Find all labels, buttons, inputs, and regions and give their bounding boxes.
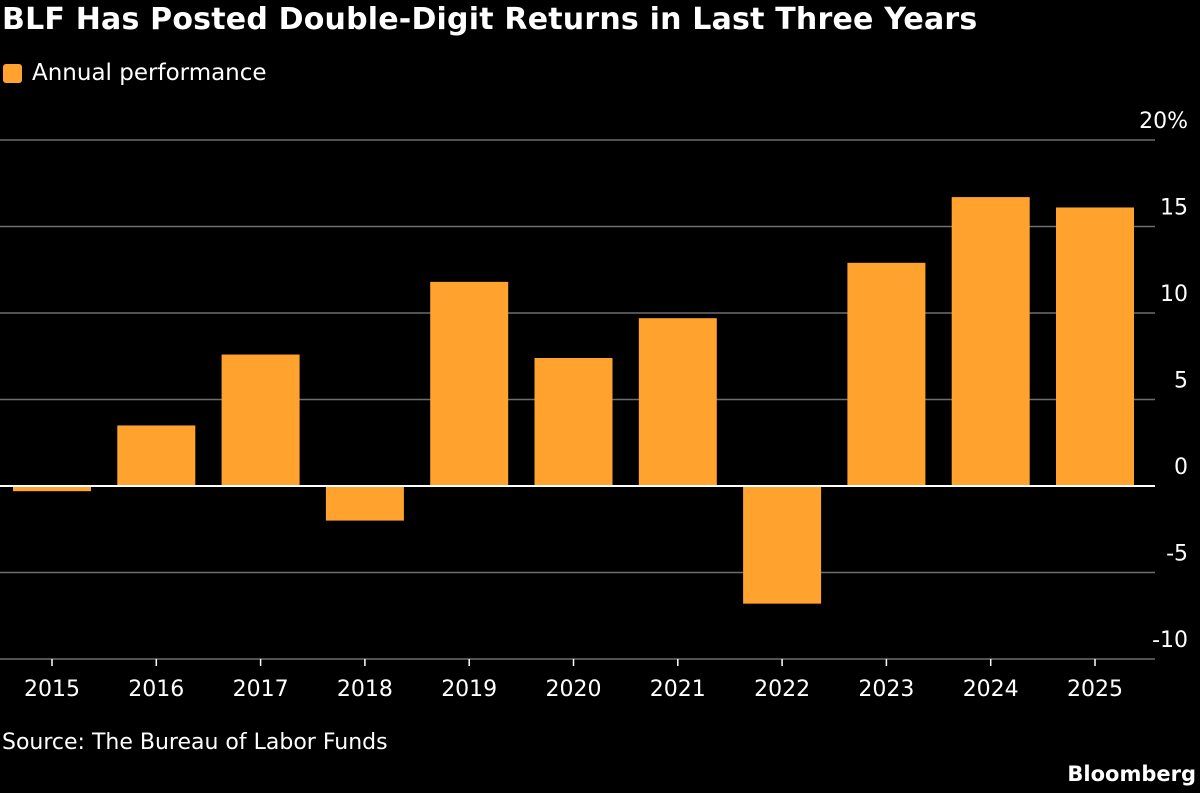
y-tick-label: 20% xyxy=(1139,109,1188,134)
chart-title: BLF Has Posted Double-Digit Returns in L… xyxy=(2,2,978,37)
x-tick-label: 2021 xyxy=(650,677,706,702)
bar-2021 xyxy=(638,318,717,486)
bar-2017 xyxy=(221,354,300,486)
y-tick-label: 10 xyxy=(1160,282,1188,307)
y-tick-label: -5 xyxy=(1166,542,1188,567)
brand-logo: Bloomberg xyxy=(1067,762,1196,786)
bar-2025 xyxy=(1056,207,1134,486)
bar-2016 xyxy=(117,425,196,486)
y-tick-label: 5 xyxy=(1174,369,1188,394)
x-tick-label: 2015 xyxy=(24,677,80,702)
x-tick-label: 2022 xyxy=(754,677,810,702)
y-tick-label: 0 xyxy=(1174,455,1188,480)
x-tick-label: 2016 xyxy=(128,677,184,702)
legend-swatch xyxy=(3,63,22,83)
bar-2019 xyxy=(430,281,509,486)
x-tick-label: 2017 xyxy=(233,677,289,702)
bar-2018 xyxy=(325,486,404,521)
bar-2024 xyxy=(951,197,1030,486)
legend: Annual performance xyxy=(3,60,267,86)
bar-2023 xyxy=(847,262,926,486)
y-tick-label: -10 xyxy=(1152,628,1188,653)
bar-2020 xyxy=(534,357,613,486)
x-tick-label: 2023 xyxy=(858,677,914,702)
x-tick-label: 2020 xyxy=(546,677,602,702)
legend-label: Annual performance xyxy=(32,60,267,86)
source-note: Source: The Bureau of Labor Funds xyxy=(2,730,388,755)
x-tick-label: 2024 xyxy=(963,677,1019,702)
x-tick-label: 2025 xyxy=(1067,677,1123,702)
x-tick-label: 2019 xyxy=(441,677,497,702)
x-tick-label: 2018 xyxy=(337,677,393,702)
bar-2022 xyxy=(743,486,822,604)
bar-2015 xyxy=(13,486,91,492)
y-tick-label: 15 xyxy=(1160,196,1188,221)
